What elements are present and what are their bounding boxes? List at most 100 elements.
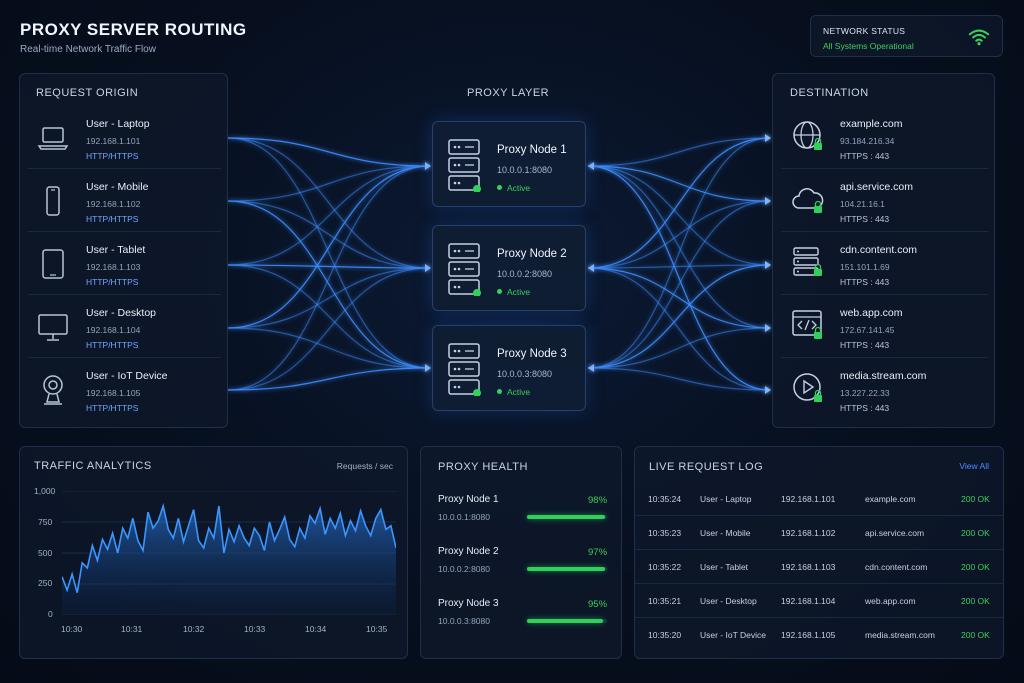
origin-protocol: HTTP/HTTPS	[86, 340, 139, 350]
flow-line	[587, 367, 771, 391]
log-status: 200 OK	[961, 528, 990, 538]
origin-item-iot-device[interactable]: User - IoT Device 192.168.1.105 HTTP/HTT…	[28, 359, 221, 421]
log-status: 200 OK	[961, 562, 990, 572]
health-node-name: Proxy Node 2	[438, 546, 499, 557]
x-tick-label: 10:35	[366, 624, 388, 634]
page-subtitle: Real-time Network Traffic Flow	[20, 44, 156, 55]
flow-arrow	[588, 264, 594, 272]
origin-protocol: HTTP/HTTPS	[86, 403, 139, 413]
log-row[interactable]: 10:35:24 User - Laptop 192.168.1.101 exa…	[635, 482, 1003, 516]
proxy-node-3[interactable]: Proxy Node 3 10.0.0.3:8080 Active	[432, 325, 586, 411]
destination-name: web.app.com	[840, 307, 903, 319]
log-time: 10:35:20	[648, 630, 682, 640]
log-user: User - Mobile	[700, 528, 751, 538]
y-tick-label: 1,000	[34, 486, 56, 496]
flow-line	[587, 267, 771, 391]
origin-item-desktop[interactable]: User - Desktop 192.168.1.104 HTTP/HTTPS	[28, 296, 221, 358]
flow-line	[227, 267, 431, 391]
destination-name: media.stream.com	[840, 370, 927, 382]
flow-line	[587, 200, 771, 269]
log-time: 10:35:22	[648, 562, 682, 572]
proxy-node-status: Active	[497, 287, 530, 297]
status-dot	[497, 185, 502, 190]
status-dot	[497, 289, 502, 294]
destination-item-web[interactable]: web.app.com 172.67.141.45 HTTPS : 443	[781, 296, 988, 358]
origin-item-laptop[interactable]: User - Laptop 192.168.1.101 HTTP/HTTPS	[28, 107, 221, 169]
origin-ip: 192.168.1.102	[86, 199, 141, 209]
network-status-text: All Systems Operational	[823, 41, 914, 51]
origin-item-tablet[interactable]: User - Tablet 192.168.1.103 HTTP/HTTPS	[28, 233, 221, 295]
log-ip: 192.168.1.103	[781, 562, 836, 572]
health-bar-fill	[527, 567, 605, 571]
proxy-node-2[interactable]: Proxy Node 2 10.0.0.2:8080 Active	[432, 225, 586, 311]
destination-name: api.service.com	[840, 181, 913, 193]
flow-line	[227, 165, 431, 329]
status-dot	[497, 389, 502, 394]
request-origin-panel: REQUEST ORIGIN User - Laptop 192.168.1.1…	[19, 73, 228, 428]
flow-line	[227, 264, 431, 369]
destination-item-example[interactable]: example.com 93.184.216.34 HTTPS : 443	[781, 107, 988, 169]
camera-icon	[43, 375, 63, 405]
tablet-icon	[42, 249, 64, 279]
origin-name: User - Laptop	[86, 118, 150, 130]
flow-line	[227, 327, 431, 369]
log-row[interactable]: 10:35:22 User - Tablet 192.168.1.103 cdn…	[635, 550, 1003, 584]
view-all-link[interactable]: View All	[959, 461, 989, 471]
log-user: User - Laptop	[700, 494, 752, 504]
origin-item-mobile[interactable]: User - Mobile 192.168.1.102 HTTP/HTTPS	[28, 170, 221, 232]
proxy-health-panel: PROXY HEALTH Proxy Node 1 98% 10.0.0.1:8…	[420, 446, 622, 659]
traffic-line	[62, 502, 396, 593]
origin-protocol: HTTP/HTTPS	[86, 214, 139, 224]
origin-protocol: HTTP/HTTPS	[86, 277, 139, 287]
log-destination: api.service.com	[865, 528, 925, 538]
y-tick-label: 250	[38, 578, 53, 588]
proxy-node-address: 10.0.0.2:8080	[497, 269, 553, 279]
flow-line	[227, 200, 431, 269]
network-status-card: NETWORK STATUS All Systems Operational	[810, 15, 1003, 57]
traffic-analytics-panel: TRAFFIC ANALYTICS Requests / sec 1,000 7…	[19, 446, 408, 659]
destination-item-api[interactable]: api.service.com 104.21.16.1 HTTPS : 443	[781, 170, 988, 232]
live-request-log-panel: LIVE REQUEST LOG View All 10:35:24 User …	[634, 446, 1004, 659]
origin-protocol: HTTP/HTTPS	[86, 151, 139, 161]
destination-list: example.com 93.184.216.34 HTTPS : 443 ap…	[781, 107, 988, 422]
traffic-unit-label: Requests / sec	[336, 461, 393, 471]
network-status-title: NETWORK STATUS	[823, 26, 906, 36]
flow-line	[587, 267, 771, 329]
flow-line	[227, 267, 431, 329]
flow-line	[587, 200, 771, 369]
proxy-node-1[interactable]: Proxy Node 1 10.0.0.1:8080 Active	[432, 121, 586, 207]
health-bar-fill	[527, 619, 603, 623]
live-request-log-title: LIVE REQUEST LOG	[649, 461, 764, 473]
flow-arrow	[765, 134, 771, 142]
health-node-name: Proxy Node 1	[438, 494, 499, 505]
flow-arrow	[425, 364, 431, 372]
log-status: 200 OK	[961, 630, 990, 640]
health-bar-track	[527, 515, 607, 519]
health-node-address: 10.0.0.2:8080	[438, 564, 490, 574]
flow-arrow	[765, 261, 771, 269]
log-row[interactable]: 10:35:20 User - IoT Device 192.168.1.105…	[635, 618, 1003, 652]
health-percent: 98%	[588, 495, 608, 506]
flow-line	[587, 137, 771, 369]
origin-ip: 192.168.1.105	[86, 388, 141, 398]
flow-line	[227, 137, 431, 369]
origin-name: User - Desktop	[86, 307, 157, 319]
flow-arrow	[588, 162, 594, 170]
log-destination: cdn.content.com	[865, 562, 928, 572]
proxy-layer-title: PROXY LAYER	[467, 87, 550, 99]
health-percent: 95%	[588, 599, 608, 610]
page-title: PROXY SERVER ROUTING	[20, 20, 247, 39]
flow-line	[227, 137, 431, 167]
origin-ip: 192.168.1.103	[86, 262, 141, 272]
health-bar-track	[527, 567, 607, 571]
origin-ip: 192.168.1.101	[86, 136, 141, 146]
server-stack-icon	[448, 343, 481, 396]
server-stack-icon	[448, 139, 481, 192]
proxy-node-address: 10.0.0.3:8080	[497, 369, 553, 379]
proxy-node-status: Active	[497, 387, 530, 397]
log-row[interactable]: 10:35:21 User - Desktop 192.168.1.104 we…	[635, 584, 1003, 618]
destination-item-media[interactable]: media.stream.com 13.227.22.33 HTTPS : 44…	[781, 359, 988, 421]
log-row[interactable]: 10:35:23 User - Mobile 192.168.1.102 api…	[635, 516, 1003, 550]
destination-item-cdn[interactable]: cdn.content.com 151.101.1.69 HTTPS : 443	[781, 233, 988, 295]
